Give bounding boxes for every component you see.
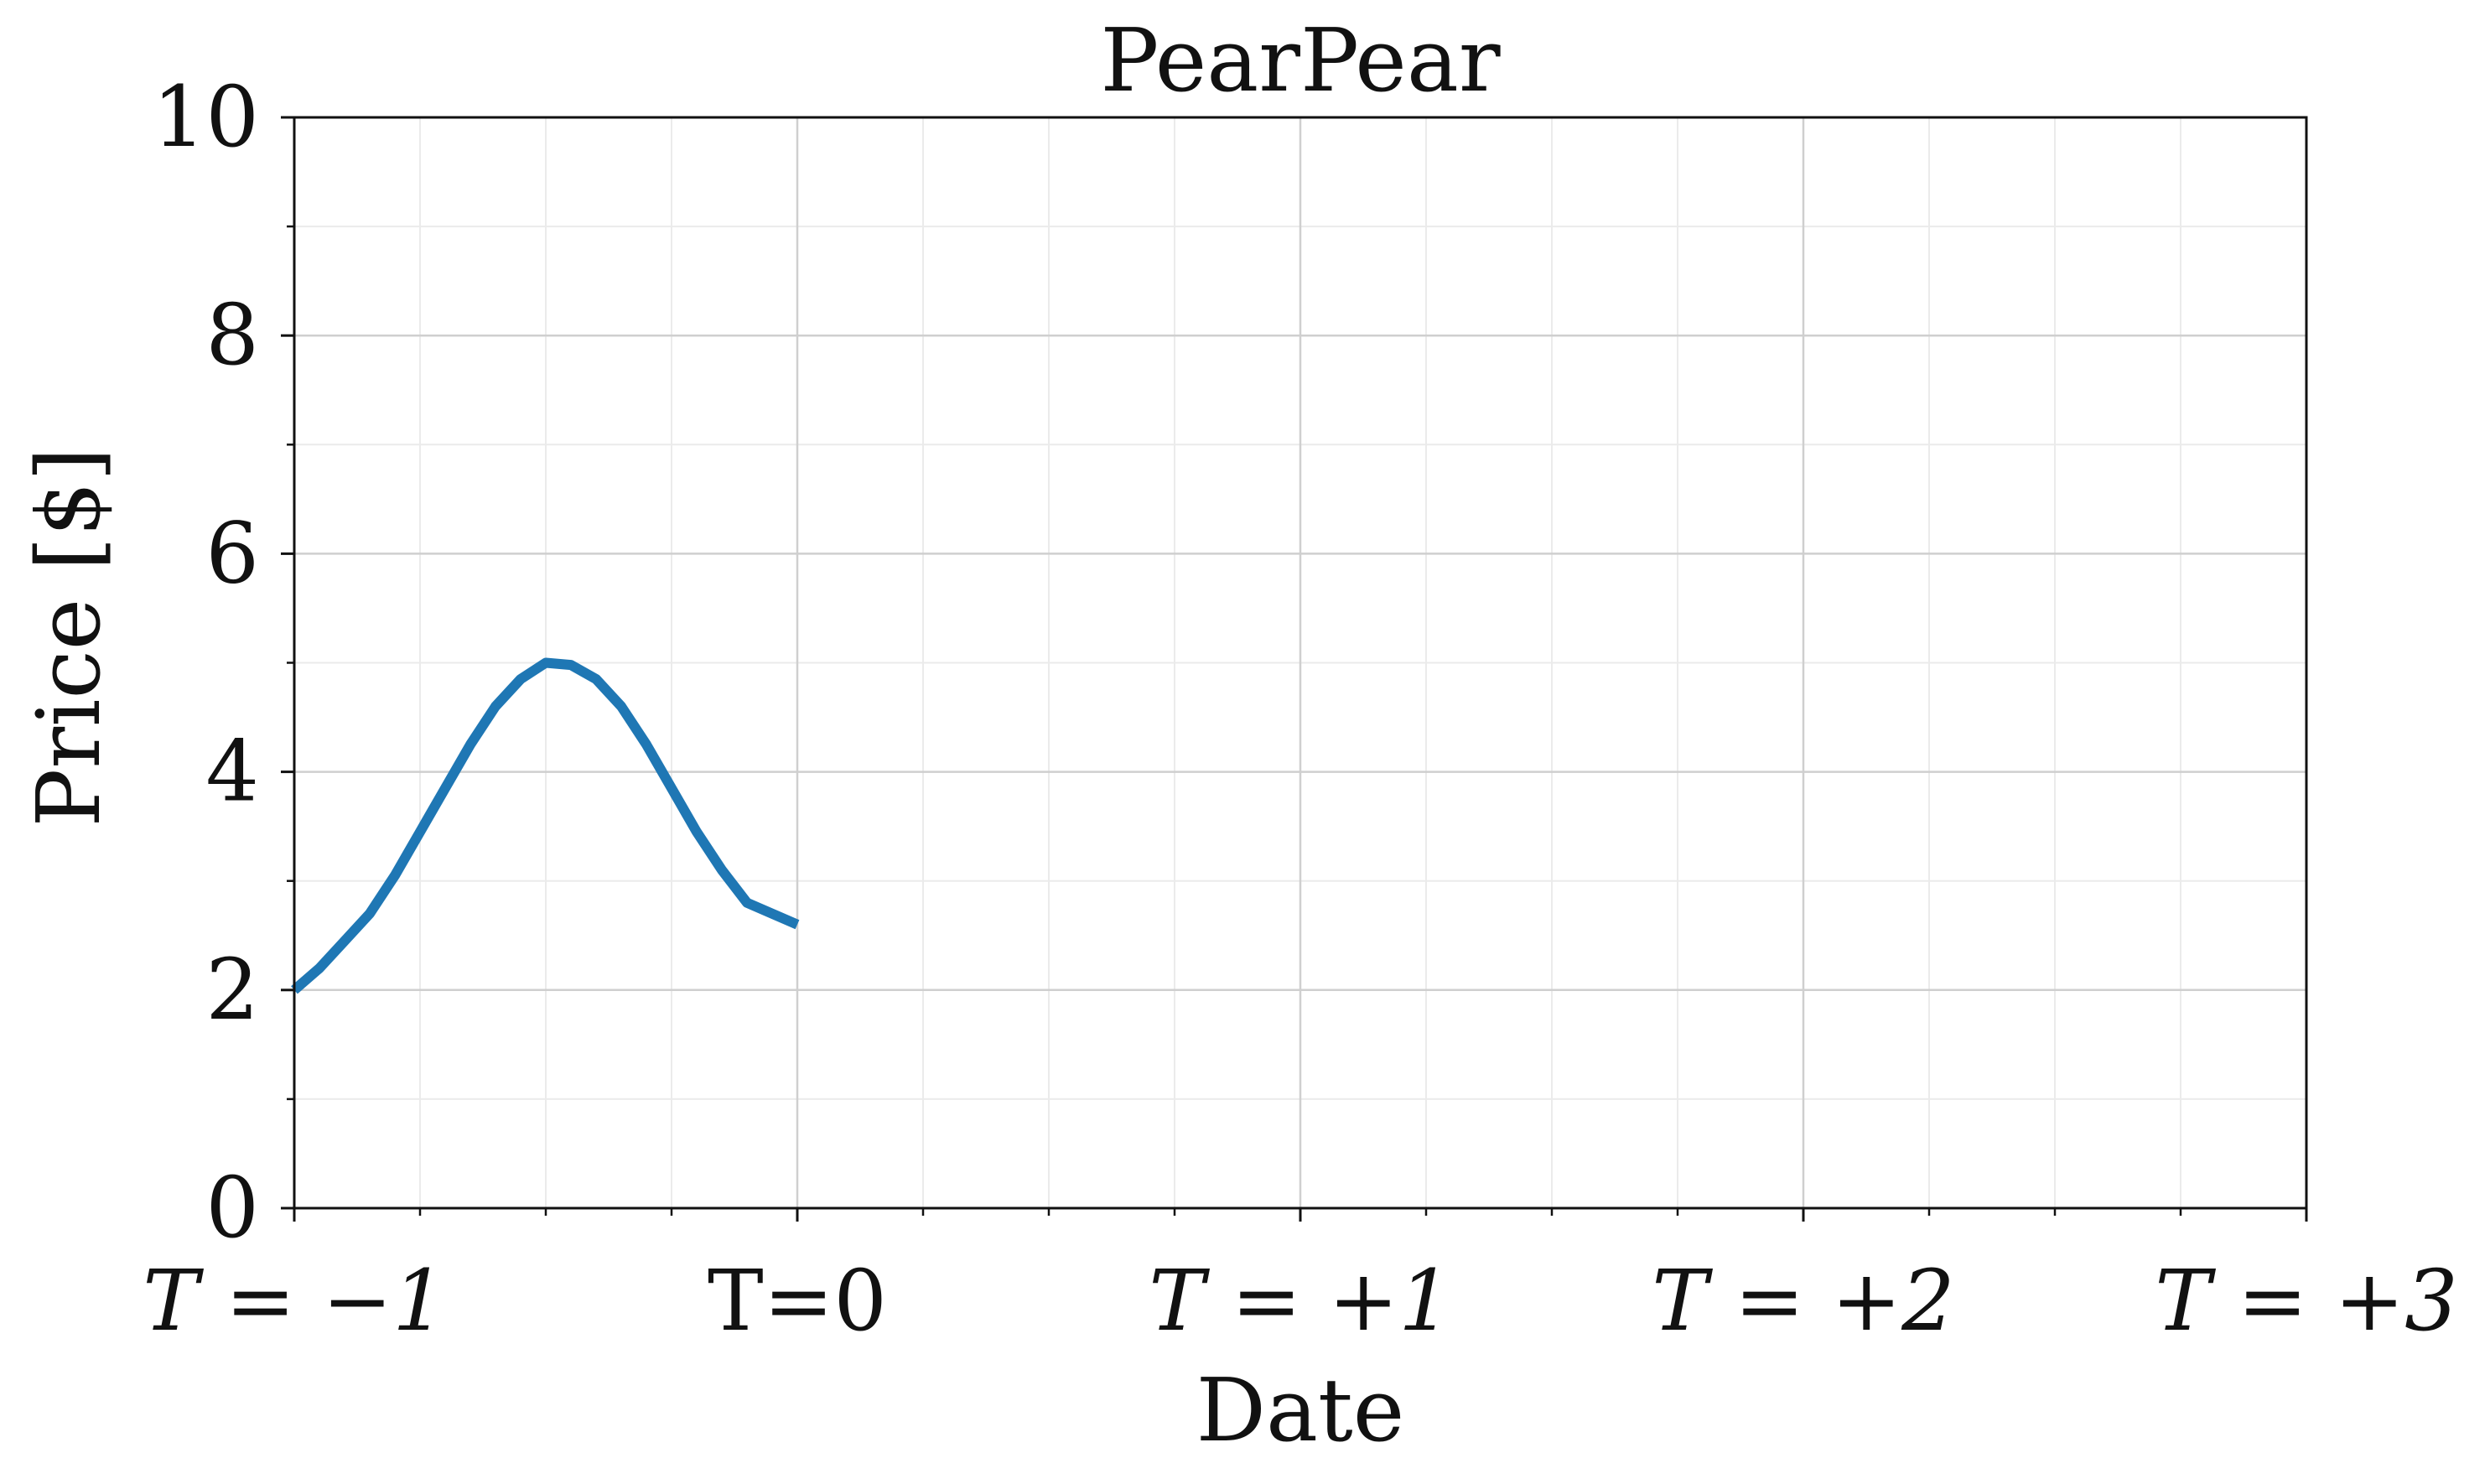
y-tick-label: 2 [205, 941, 259, 1039]
x-axis-label: Date [1196, 1359, 1405, 1461]
x-tick-label: T = −1 [143, 1252, 445, 1350]
chart-title: PearPear [1100, 9, 1500, 112]
y-tick-label: 8 [205, 286, 259, 384]
y-tick-label: 4 [205, 723, 259, 821]
series-layer [291, 657, 800, 994]
y-tick-label: 0 [205, 1159, 259, 1257]
x-tick-label: T = +3 [2155, 1252, 2457, 1350]
y-axis-label: Price [$] [18, 447, 120, 827]
x-tick-label: T = +2 [1652, 1252, 1954, 1350]
series-line [291, 657, 800, 994]
y-tick-label: 6 [205, 504, 259, 602]
y-tick-label: 10 [153, 68, 259, 166]
x-tick-label: T=0 [708, 1252, 887, 1350]
ticks-layer: T = −1 T=0 T = +1 T = +2 T = +3 0 2 4 6 8 10 [143, 68, 2457, 1350]
x-tick-label: T = +1 [1149, 1252, 1451, 1350]
